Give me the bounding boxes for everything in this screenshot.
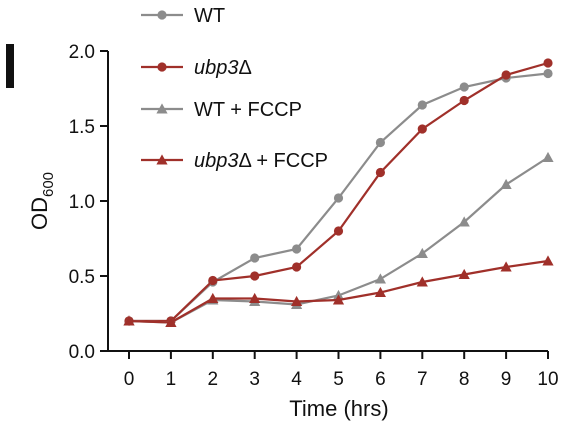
y-axis-title: OD600 xyxy=(27,172,57,230)
legend-label-text: WT xyxy=(194,5,225,27)
panel-label-bar xyxy=(6,44,14,88)
x-ticks: 0 1 2 3 4 5 6 7 8 9 10 xyxy=(124,351,559,390)
data-point xyxy=(458,268,470,279)
x-axis-title: Time (hrs) xyxy=(289,396,388,421)
data-point xyxy=(459,95,469,106)
x-tick-label: 7 xyxy=(417,369,428,390)
data-point xyxy=(332,294,345,305)
axes xyxy=(107,51,548,352)
data-point xyxy=(249,292,261,303)
data-point xyxy=(542,255,554,266)
legend-label-italic: ubp3 xyxy=(194,150,239,172)
data-point xyxy=(250,253,260,263)
data-point xyxy=(543,68,553,79)
x-tick-label: 8 xyxy=(459,369,470,390)
legend-item: ubp3Δ xyxy=(141,57,252,79)
x-tick-label: 10 xyxy=(537,369,558,390)
data-point xyxy=(543,58,553,68)
legend-label: ubp3Δ + FCCP xyxy=(194,150,328,172)
y-axis-title-main: OD xyxy=(27,197,52,230)
legend-label: WT + FCCP xyxy=(194,99,302,121)
data-point xyxy=(123,315,135,326)
plot-area xyxy=(123,58,554,327)
x-tick-label: 3 xyxy=(249,369,260,390)
y-tick-label: 0.5 xyxy=(69,267,95,288)
data-point xyxy=(375,137,385,148)
legend-swatch-marker xyxy=(157,10,167,20)
x-tick-label: 6 xyxy=(375,369,386,390)
data-point xyxy=(375,167,385,178)
legend-item: WT xyxy=(141,5,225,27)
series-line xyxy=(129,61,549,323)
data-point xyxy=(500,261,512,272)
data-point xyxy=(501,70,511,80)
legend-label-italic: ubp3 xyxy=(194,57,239,79)
data-point xyxy=(291,295,303,306)
data-point xyxy=(292,262,302,272)
x-tick-label: 4 xyxy=(291,369,302,390)
y-axis-title-sub: 600 xyxy=(40,172,57,197)
x-tick-label: 0 xyxy=(124,369,135,390)
x-tick-label: 1 xyxy=(166,369,177,390)
legend-label: WT xyxy=(194,5,225,27)
series-0 xyxy=(124,68,553,326)
data-point xyxy=(374,286,386,297)
y-ticks: 0.0 0.5 1.0 1.5 2.0 xyxy=(69,42,108,363)
legend-label-rest: Δ xyxy=(239,57,252,79)
data-point xyxy=(458,216,470,227)
x-tick-label: 5 xyxy=(333,369,344,390)
x-tick-label: 9 xyxy=(501,369,512,390)
series-1 xyxy=(124,58,553,326)
legend-item: WT + FCCP xyxy=(141,99,302,121)
data-point xyxy=(165,316,177,327)
data-point xyxy=(333,226,344,236)
y-tick-label: 2.0 xyxy=(69,42,95,63)
data-point xyxy=(333,193,344,203)
y-tick-label: 0.0 xyxy=(69,342,95,363)
data-point xyxy=(542,151,554,162)
y-tick-label: 1.5 xyxy=(69,117,95,138)
data-point xyxy=(417,100,427,110)
data-point xyxy=(292,244,302,254)
series-3 xyxy=(123,255,554,327)
legend-swatch-marker xyxy=(156,154,168,165)
data-point xyxy=(416,247,428,258)
legend-item: ubp3Δ + FCCP xyxy=(141,150,328,172)
legend-label-rest: Δ + FCCP xyxy=(239,150,329,172)
legend-label-text: WT + FCCP xyxy=(194,99,302,121)
data-point xyxy=(208,275,218,286)
data-point xyxy=(416,276,428,287)
legend-swatch-marker xyxy=(156,103,168,114)
data-point xyxy=(500,178,512,189)
legend-swatch-marker xyxy=(157,62,167,72)
y-tick-label: 1.0 xyxy=(69,192,95,213)
data-point xyxy=(374,273,386,284)
data-point xyxy=(250,271,260,281)
data-point xyxy=(459,82,469,92)
legend-label: ubp3Δ xyxy=(194,57,252,79)
x-tick-label: 2 xyxy=(208,369,219,390)
data-point xyxy=(417,124,427,134)
data-point xyxy=(207,292,219,303)
